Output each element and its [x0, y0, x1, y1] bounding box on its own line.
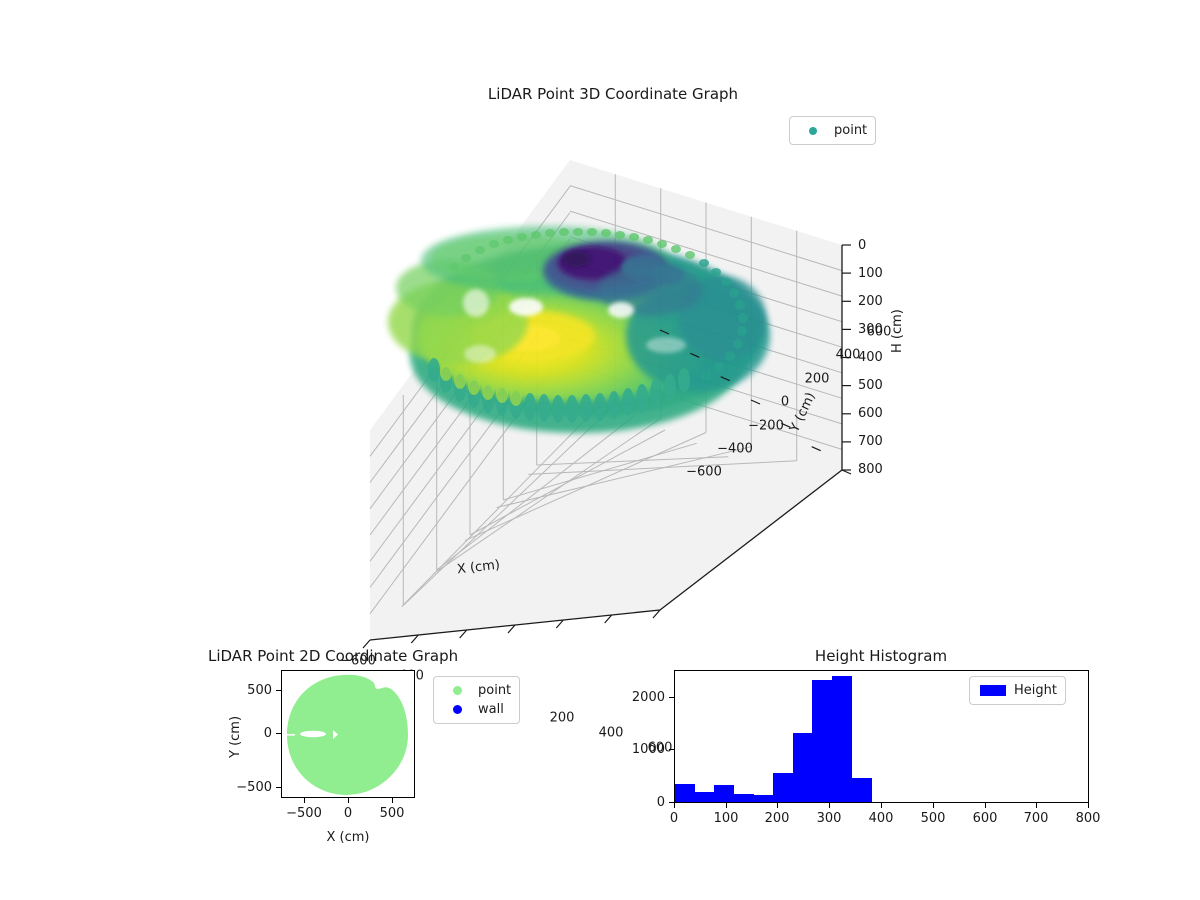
histogram-x-tick-5: 500: [920, 811, 946, 826]
plot3d-x-ticks: [362, 609, 661, 649]
plot3d-y-tick-6: −600: [686, 464, 722, 480]
plot3d-z-tick-1: 100: [858, 266, 883, 281]
histogram-x-tickmark-600: [985, 803, 986, 808]
plot3d-z-tick-7: 700: [858, 434, 883, 449]
histogram-x-tick-3: 300: [816, 811, 842, 826]
histogram-bar: [753, 794, 774, 802]
plot2d-x-tick-2: 500: [379, 806, 405, 821]
plot2d-point-cloud: [282, 673, 413, 797]
histogram-y-tickmark-0: [669, 802, 674, 803]
histogram-y-tick-2: 2000: [631, 690, 665, 705]
histogram-x-tickmark-800: [1088, 803, 1089, 808]
plot3d-y-axis: [659, 469, 843, 611]
plot3d-z-tick-2: 200: [858, 294, 883, 309]
plot3d-z-tick-0: 0: [858, 238, 867, 253]
plot2d-y-tick-1: 0: [263, 726, 272, 741]
plot2d-y-tick-2: −500: [236, 780, 272, 795]
plot2d-x-tick-0: −500: [286, 806, 322, 821]
plot3d-x-tick-4: 200: [549, 710, 575, 726]
legend-label-point: point: [478, 683, 512, 698]
histogram-bar: [675, 783, 696, 802]
plot3d-grid-floor: [401, 402, 797, 608]
plot3d-z-axis-label: H (cm): [890, 309, 905, 353]
plot3d-z-tick-4: 400: [858, 350, 883, 365]
plot3d-y-ticks: [659, 329, 852, 475]
histogram-x-tickmark-700: [1036, 803, 1037, 808]
point-marker-icon: [798, 126, 828, 135]
plot2d-y-tick-0: 500: [247, 683, 272, 698]
histogram-title: Height Histogram: [814, 647, 948, 665]
histogram-x-tickmark-0: [674, 803, 675, 808]
plot3d-x-tick-0: −600: [340, 653, 376, 669]
histogram-x-tick-2: 200: [764, 811, 790, 826]
histogram-bar: [773, 772, 794, 802]
legend-label-point: point: [834, 123, 868, 138]
plot2d-x-axis-label: X (cm): [326, 830, 370, 845]
plot2d-x-tickmark-m500: [304, 798, 305, 803]
plot3d-x-tick-6: 600: [647, 740, 673, 756]
histogram-y-tick-0: 0: [656, 795, 665, 810]
histogram-x-tickmark-100: [726, 803, 727, 808]
histogram-bars: [675, 671, 1088, 802]
histogram-x-tickmark-200: [777, 803, 778, 808]
histogram-x-tick-6: 600: [972, 811, 998, 826]
histogram-bar: [812, 679, 833, 802]
plot2d-axes[interactable]: [281, 670, 415, 798]
plot2d-y-tickmark-500: [276, 690, 281, 691]
plot3d-z-tick-3: 300: [858, 322, 883, 337]
plot2d-x-tick-1: 0: [343, 806, 353, 821]
histogram-x-tick-8: 800: [1075, 811, 1101, 826]
histogram-bar: [733, 794, 754, 802]
plot3d-y-tick-0: 600: [866, 324, 892, 340]
histogram-bar: [831, 676, 853, 802]
legend-item-wall[interactable]: wall: [442, 700, 511, 719]
plot3d-y-tick-3: 0: [780, 394, 790, 410]
plot2d-x-tickmark-0: [348, 798, 349, 803]
histogram-x-tick-1: 100: [713, 811, 739, 826]
plot3d-x-tick-5: 400: [598, 725, 624, 741]
plot3d-z-ticks: [842, 244, 851, 471]
legend-item-point[interactable]: point: [442, 681, 511, 700]
histogram-y-tickmark-2000: [669, 697, 674, 698]
plot3d-title: LiDAR Point 3D Coordinate Graph: [487, 85, 739, 103]
point-marker-icon: [442, 686, 472, 695]
plot3d-legend[interactable]: point: [789, 116, 877, 145]
plot3d-z-tick-6: 600: [858, 406, 883, 421]
plot3d-z-tick-8: 800: [858, 462, 883, 477]
histogram-x-tick-0: 0: [669, 811, 679, 826]
plot2d-y-tickmark-0: [276, 733, 281, 734]
histogram-y-tick-1: 1000: [631, 742, 665, 757]
legend-label-wall: wall: [478, 702, 504, 717]
plot3d-y-tick-5: −400: [717, 441, 753, 457]
height-patch-icon: [978, 685, 1008, 696]
plot3d-y-tick-2: 200: [804, 371, 830, 387]
histogram-bar: [792, 733, 813, 802]
histogram-bar: [694, 791, 715, 802]
histogram-y-tickmark-1000: [669, 749, 674, 750]
histogram-legend[interactable]: Height: [969, 676, 1066, 705]
plot3d-z-tick-5: 500: [858, 378, 883, 393]
plot2d-y-axis-label: Y (cm): [228, 715, 243, 758]
plot2d-x-tickmark-500: [392, 798, 393, 803]
plot2d-title: LiDAR Point 2D Coordinate Graph: [208, 647, 459, 665]
wall-marker-icon: [442, 705, 472, 714]
plot3d-point-cloud: [388, 226, 770, 433]
histogram-bar: [851, 777, 872, 802]
legend-item-height[interactable]: Height: [978, 681, 1057, 700]
histogram-x-tickmark-400: [881, 803, 882, 808]
legend-item-point[interactable]: point: [798, 121, 867, 140]
plot2d-legend[interactable]: point wall: [433, 676, 521, 724]
plot2d-y-tickmark-m500: [276, 787, 281, 788]
plot3d-y-tick-4: −200: [748, 418, 784, 434]
legend-label-height: Height: [1014, 683, 1057, 698]
histogram-x-tickmark-500: [933, 803, 934, 808]
histogram-x-tick-7: 700: [1023, 811, 1049, 826]
histogram-bar: [714, 785, 735, 802]
plot3d-y-tick-1: 400: [835, 347, 861, 363]
histogram-x-tick-4: 400: [868, 811, 894, 826]
histogram-x-tickmark-300: [829, 803, 830, 808]
plot3d-axes[interactable]: −600 −400 −200 0 200 400 600 600 400 200…: [330, 140, 905, 756]
